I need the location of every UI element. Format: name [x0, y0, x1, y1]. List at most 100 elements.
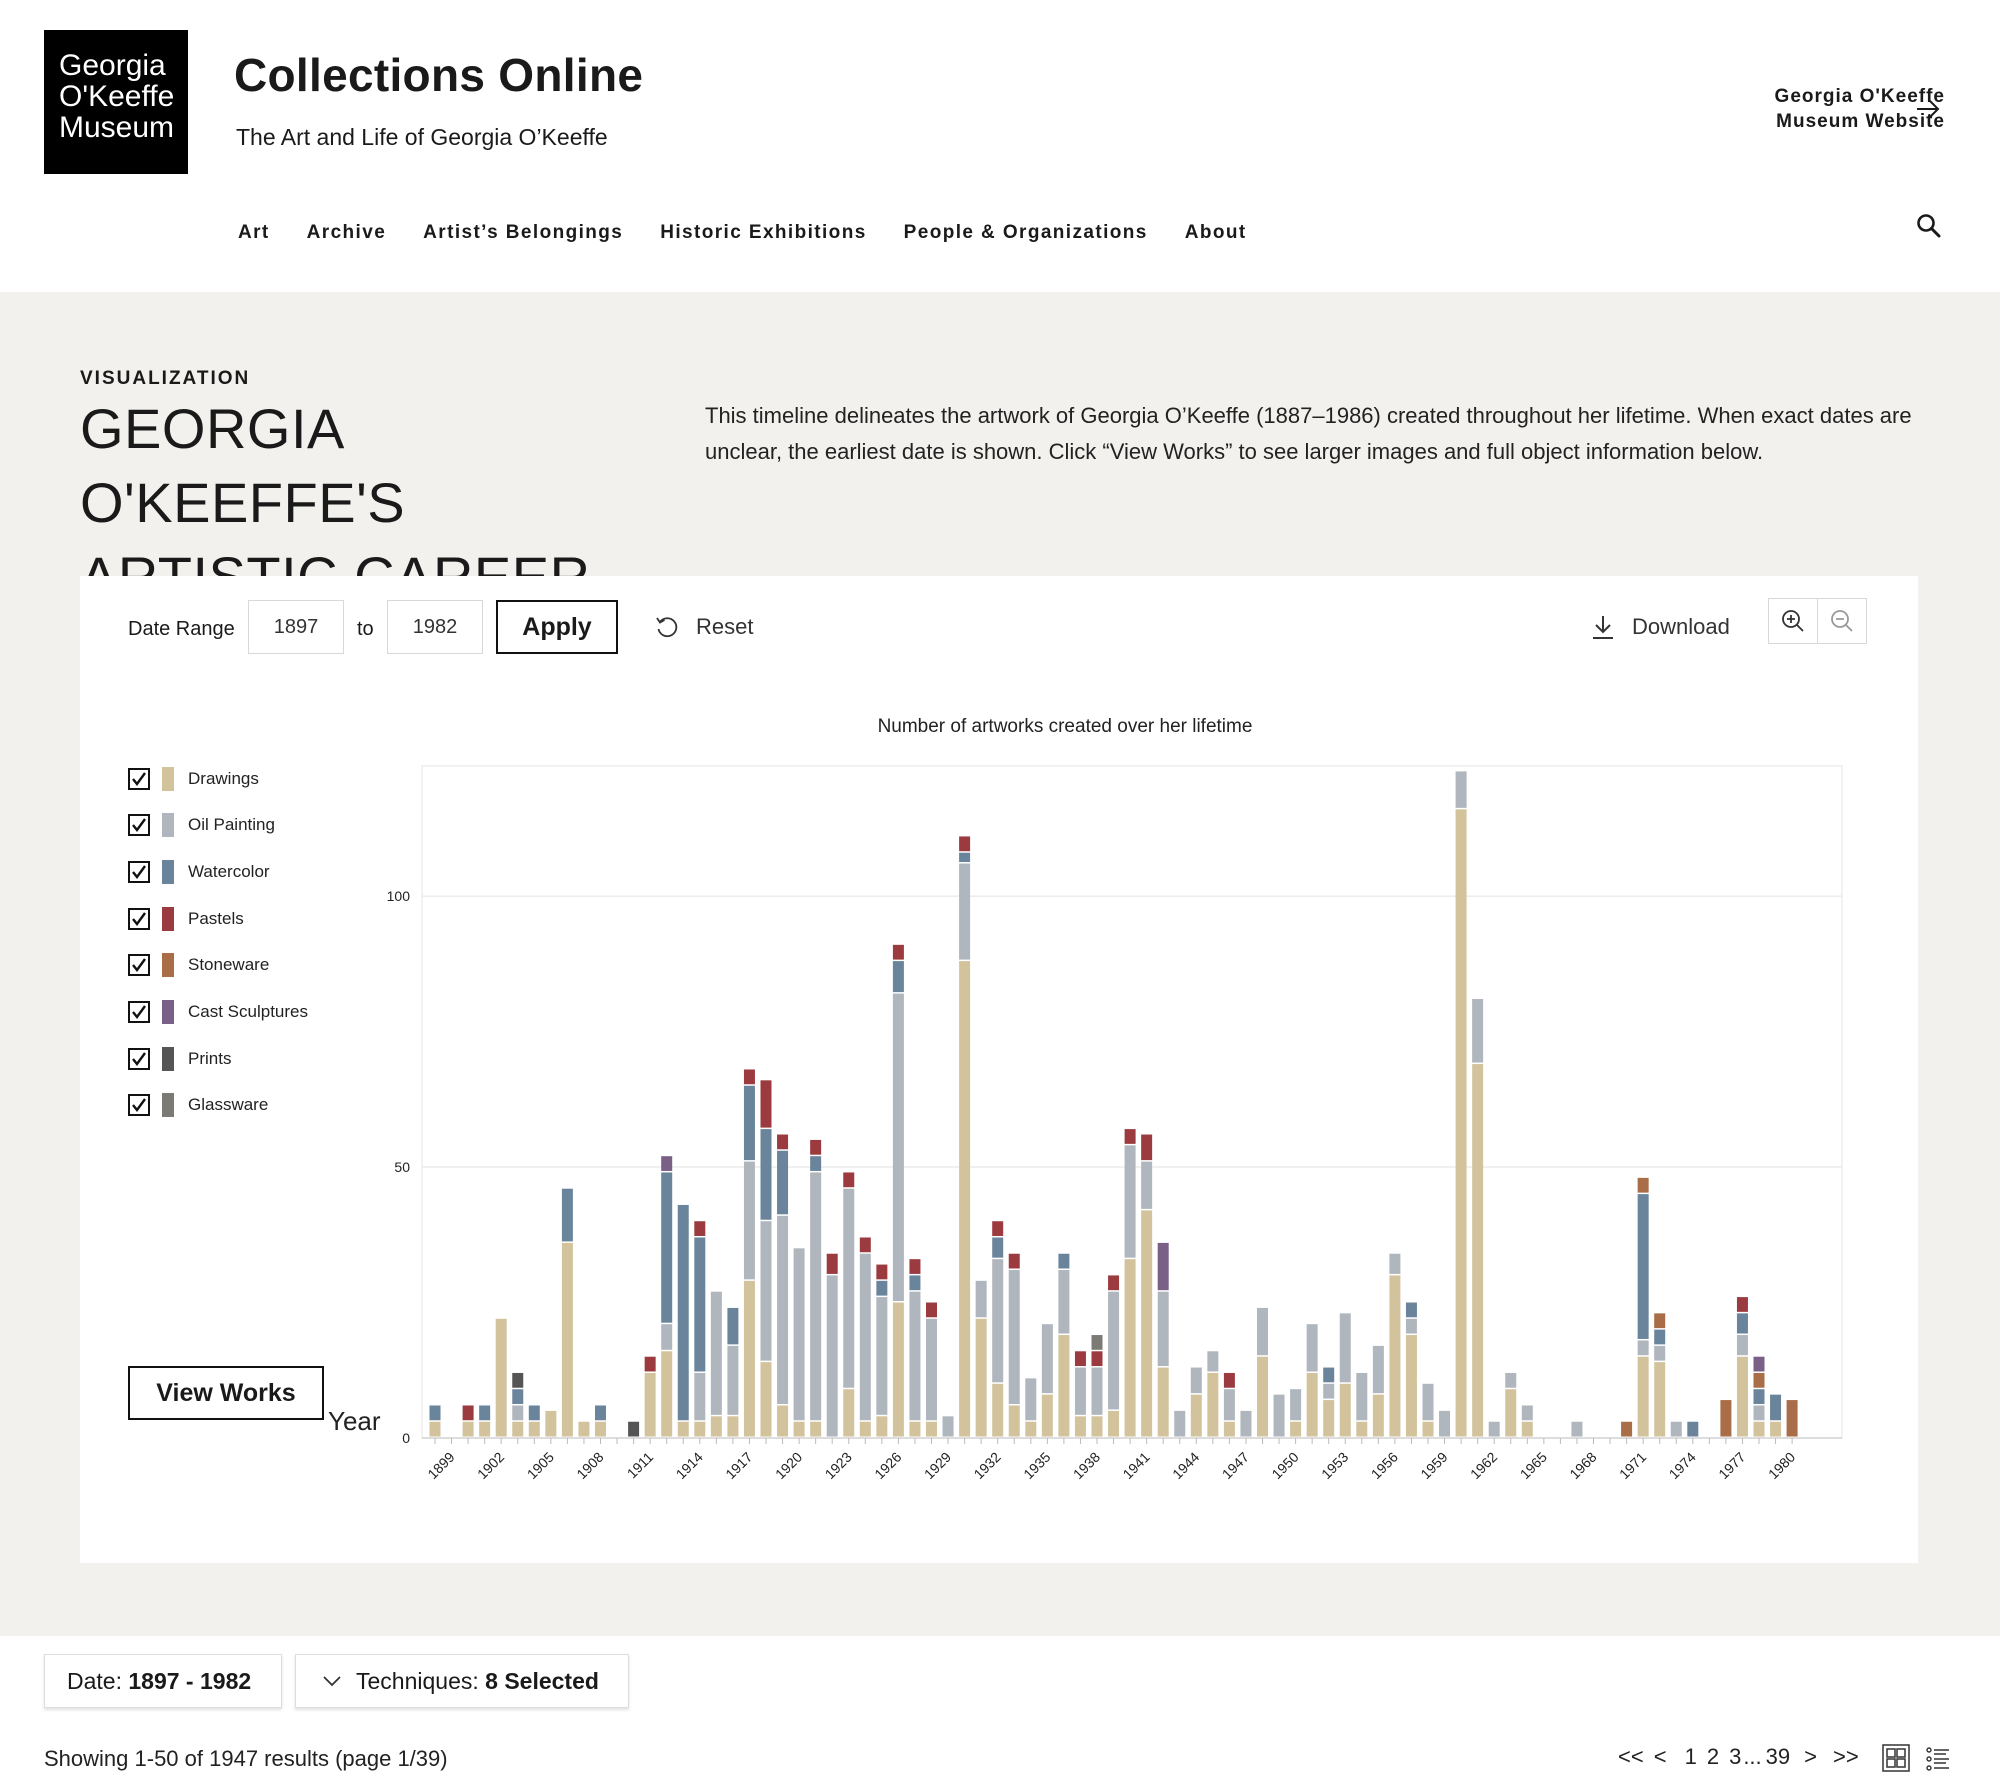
x-tick-label: 1911 [624, 1449, 657, 1482]
bar-segment [892, 944, 904, 960]
legend-item-stoneware[interactable]: Stoneware [128, 953, 308, 978]
nav-item-people-organizations[interactable]: People & Organizations [903, 222, 1148, 243]
nav-item-historic-exhibitions[interactable]: Historic Exhibitions [660, 222, 867, 243]
bar-segment [1257, 1307, 1268, 1356]
bar-segment [1306, 1324, 1318, 1372]
pagination-page[interactable]: 2 [1706, 1744, 1720, 1769]
list-view-icon[interactable] [1926, 1746, 1950, 1772]
nav-item-about[interactable]: About [1184, 222, 1247, 243]
x-tick-label: 1908 [573, 1449, 606, 1482]
legend-label: Cast Sculptures [188, 1001, 308, 1021]
reset-label: Reset [696, 614, 754, 639]
bar-segment [975, 1318, 987, 1437]
bar-segment [1753, 1372, 1765, 1388]
bar-segment [1670, 1421, 1682, 1437]
bar-segment [1157, 1242, 1169, 1291]
legend-item-oil-painting[interactable]: Oil Painting [128, 813, 308, 838]
pagination-next[interactable]: > [1804, 1744, 1817, 1769]
bar-segment [1654, 1345, 1666, 1361]
legend-checkbox[interactable] [128, 767, 150, 790]
legend-label: Pastels [188, 908, 244, 928]
search-icon[interactable] [1915, 212, 1943, 240]
legend-item-pastels[interactable]: Pastels [128, 906, 308, 931]
bar-segment [959, 836, 971, 852]
pagination-first[interactable]: << [1618, 1744, 1644, 1769]
pagination-page[interactable]: 1 [1684, 1744, 1697, 1769]
x-tick-label: 1899 [424, 1449, 457, 1482]
x-tick-label: 1974 [1666, 1449, 1699, 1482]
legend-item-cast-sculptures[interactable]: Cast Sculptures [128, 999, 308, 1024]
pagination-page[interactable]: 3 [1729, 1744, 1742, 1769]
bar-segment [892, 1302, 904, 1437]
bar-segment [512, 1372, 524, 1388]
pagination-last[interactable]: >> [1833, 1744, 1859, 1769]
zoom-in-button[interactable] [1768, 598, 1818, 644]
bar-segment [1041, 1394, 1053, 1437]
zoom-out-button[interactable] [1817, 598, 1867, 644]
date-filter-chip[interactable]: Date: 1897 - 1982 [44, 1654, 282, 1708]
nav-item-archive[interactable]: Archive [306, 222, 387, 243]
download-button[interactable]: Download [1590, 610, 1730, 644]
museum-website-link[interactable]: Georgia O'Keeffe Museum Website [1700, 84, 1945, 134]
bar-segment [661, 1324, 673, 1350]
bar-segment [892, 961, 904, 993]
results-bar: Date: 1897 - 1982 Techniques: 8 Selected… [0, 1636, 2000, 1774]
legend-item-drawings[interactable]: Drawings [128, 766, 308, 791]
bar-segment [694, 1421, 706, 1437]
x-tick-label: 1917 [722, 1449, 755, 1482]
apply-button[interactable]: Apply [496, 600, 618, 654]
bar-segment [1372, 1394, 1384, 1437]
bar-segment [1736, 1335, 1748, 1356]
museum-logo[interactable]: Georgia O'Keeffe Museum [44, 30, 188, 174]
bar-segment [1654, 1329, 1666, 1345]
bar-segment [512, 1389, 524, 1404]
legend-checkbox[interactable] [128, 860, 150, 883]
techniques-filter-chip[interactable]: Techniques: 8 Selected [295, 1654, 629, 1708]
x-tick-label: 1965 [1517, 1449, 1550, 1482]
x-tick-label: 1950 [1268, 1449, 1301, 1482]
legend-swatch [162, 859, 174, 884]
bar-segment [1124, 1129, 1136, 1144]
legend-checkbox[interactable] [128, 954, 150, 977]
x-tick-label: 1947 [1219, 1449, 1252, 1482]
bar-segment [859, 1237, 871, 1253]
legend-checkbox[interactable] [128, 1000, 150, 1023]
museum-website-link-label: Georgia O'Keeffe Museum Website [1700, 84, 1945, 134]
legend-item-prints[interactable]: Prints [128, 1046, 308, 1071]
pagination-page[interactable]: 39 [1765, 1744, 1791, 1769]
date-to-input[interactable]: 1982 [387, 600, 483, 654]
bar-segment [1008, 1270, 1020, 1404]
pagination-prev[interactable]: < [1653, 1744, 1667, 1769]
bar-segment [1091, 1416, 1103, 1437]
reset-button[interactable]: Reset [654, 610, 753, 644]
bar-segment [1720, 1400, 1732, 1437]
bar-segment [1637, 1340, 1649, 1356]
bar-segment [710, 1291, 722, 1415]
bar-segment [1124, 1259, 1136, 1437]
bar-segment [1190, 1367, 1202, 1394]
x-tick-label: 1953 [1318, 1449, 1351, 1482]
bar-segment [909, 1259, 921, 1274]
arrow-right-icon[interactable] [1915, 96, 1941, 122]
legend-swatch [162, 999, 174, 1024]
legend-item-glassware[interactable]: Glassware [128, 1093, 308, 1118]
bar-segment [909, 1421, 921, 1437]
site-title[interactable]: Collections Online [234, 49, 644, 101]
bar-segment [1521, 1405, 1533, 1421]
logo-line: Museum [59, 111, 175, 144]
legend-checkbox[interactable] [128, 1094, 150, 1117]
legend-label: Prints [188, 1048, 232, 1068]
date-from-input[interactable]: 1897 [248, 600, 344, 654]
grid-view-icon[interactable] [1882, 1744, 1910, 1772]
bar-segment [644, 1356, 656, 1372]
bar-segment [1472, 1064, 1484, 1437]
view-works-button[interactable]: View Works [128, 1366, 324, 1420]
legend-checkbox[interactable] [128, 1047, 150, 1070]
bar-segment [1091, 1335, 1103, 1350]
legend-item-watercolor[interactable]: Watercolor [128, 859, 308, 884]
nav-item-artists-belongings[interactable]: Artist’s Belongings [423, 222, 624, 243]
bar-segment [429, 1405, 441, 1421]
legend-checkbox[interactable] [128, 814, 150, 837]
nav-item-art[interactable]: Art [238, 222, 270, 243]
legend-checkbox[interactable] [128, 907, 150, 930]
